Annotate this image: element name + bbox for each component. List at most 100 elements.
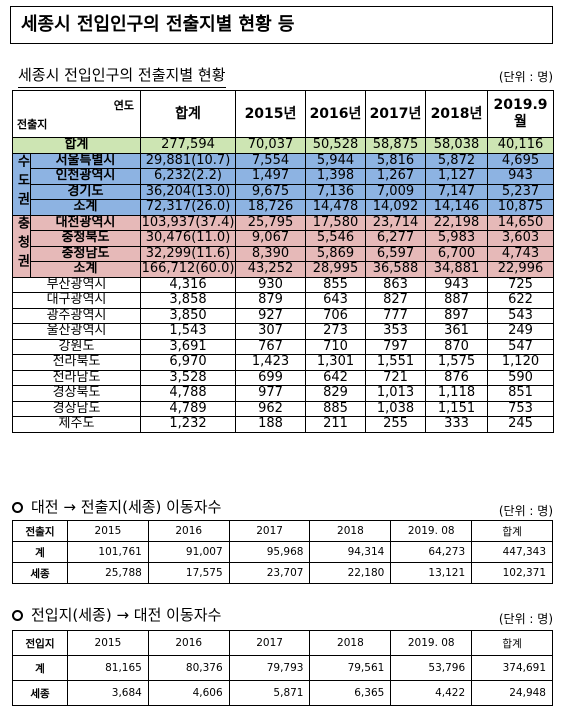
cell: 32,299(11.6) bbox=[140, 245, 236, 262]
cell: 94,314 bbox=[309, 541, 392, 563]
cell: 1,038 bbox=[365, 400, 426, 417]
cell: 1,423 bbox=[235, 354, 306, 371]
cell: 7,554 bbox=[235, 152, 306, 169]
cell: 3,858 bbox=[140, 292, 236, 309]
cell: 1,551 bbox=[365, 354, 426, 371]
cell: 255 bbox=[365, 416, 426, 433]
row-label: 충청남도 bbox=[30, 245, 141, 262]
cell: 706 bbox=[305, 307, 366, 324]
cell: 166,712(60.0) bbox=[140, 261, 236, 278]
row-label: 대전광역시 bbox=[30, 214, 141, 231]
section-heading: 대전 → 전출지(세종) 이동자수 bbox=[12, 496, 221, 517]
region-row: 전라남도 3,528 699 642 721 876 590 bbox=[12, 369, 554, 386]
column-header: 2017년 bbox=[365, 90, 426, 138]
row-label: 인천광역시 bbox=[30, 168, 141, 185]
cell: 374,691 bbox=[471, 655, 553, 681]
cell: 188 bbox=[235, 416, 306, 433]
group-row: 소계 72,317(26.0) 18,726 14,478 14,092 14,146 10… bbox=[12, 199, 554, 216]
cell: 22,180 bbox=[309, 562, 392, 584]
cell: 5,871 bbox=[228, 680, 311, 706]
cell: 333 bbox=[425, 416, 488, 433]
cell: 277,594 bbox=[140, 137, 236, 154]
cell: 23,707 bbox=[228, 562, 311, 584]
cell: 53,796 bbox=[390, 655, 473, 681]
cell: 101,761 bbox=[67, 541, 149, 563]
cell: 8,390 bbox=[235, 245, 306, 262]
heading-text: 대전 → 전출지(세종) 이동자수 bbox=[31, 498, 222, 516]
cell: 전출지 bbox=[12, 520, 68, 542]
region-row: 전라북도 6,970 1,423 1,301 1,551 1,575 1,120 bbox=[12, 354, 554, 371]
cell: 58,038 bbox=[425, 137, 488, 154]
column-header: 2016년 bbox=[305, 90, 366, 138]
row-label: 대구광역시 bbox=[12, 292, 141, 309]
cell: 797 bbox=[365, 338, 426, 355]
cell: 4,606 bbox=[147, 680, 230, 706]
cell: 2015 bbox=[67, 630, 149, 656]
cell: 273 bbox=[305, 323, 366, 340]
cell: 72,317(26.0) bbox=[140, 199, 236, 216]
cell: 103,937(37.4) bbox=[140, 214, 236, 231]
cell: 2018 bbox=[309, 520, 392, 542]
row-label: 충청북도 bbox=[30, 230, 141, 247]
cell: 827 bbox=[365, 292, 426, 309]
cell: 17,575 bbox=[147, 562, 230, 584]
cell: 879 bbox=[235, 292, 306, 309]
cell: 710 bbox=[305, 338, 366, 355]
group-row: 수도권 서울특별시 29,881(10.7) 7,554 5,944 5,816 5,872… bbox=[12, 152, 554, 216]
cell: 943 bbox=[425, 276, 488, 293]
cell: 3,850 bbox=[140, 307, 236, 324]
cell: 885 bbox=[305, 400, 366, 417]
cell: 1,013 bbox=[365, 385, 426, 402]
region-row: 경상남도 4,789 962 885 1,038 1,151 753 bbox=[12, 400, 554, 417]
cell: 세종 bbox=[12, 680, 68, 706]
cell: 962 bbox=[235, 400, 306, 417]
row-label: 합계 bbox=[12, 137, 141, 154]
cell: 887 bbox=[425, 292, 488, 309]
cell: 1,575 bbox=[425, 354, 488, 371]
cell: 계 bbox=[12, 541, 68, 563]
group-row: 충청남도 32,299(11.6) 8,390 5,869 6,597 6,700 4,74… bbox=[12, 245, 554, 262]
cell: 245 bbox=[487, 416, 554, 433]
cell: 2018 bbox=[309, 630, 392, 656]
cell: 79,793 bbox=[228, 655, 311, 681]
row-label: 경상북도 bbox=[12, 385, 141, 402]
cell: 1,151 bbox=[425, 400, 488, 417]
cell: 699 bbox=[235, 369, 306, 386]
cell: 14,092 bbox=[365, 199, 426, 216]
cell: 25,788 bbox=[67, 562, 149, 584]
row-label: 경기도 bbox=[30, 183, 141, 200]
cell: 927 bbox=[235, 307, 306, 324]
cell: 1,120 bbox=[487, 354, 554, 371]
cell: 855 bbox=[305, 276, 366, 293]
cell: 6,597 bbox=[365, 245, 426, 262]
group-row: 충청북도 30,476(11.0) 9,067 5,546 6,277 5,983 3,60… bbox=[12, 230, 554, 247]
region-row: 광주광역시 3,850 927 706 777 897 543 bbox=[12, 307, 554, 324]
daejeon-to-sejong-table: 전출지 2015 2016 2017 2018 2019. 08 합계 계 101,761 91,… bbox=[12, 520, 553, 584]
row-label: 서울특별시 bbox=[30, 152, 141, 169]
region-row: 울산광역시 1,543 307 273 353 361 249 bbox=[12, 323, 554, 340]
cell: 767 bbox=[235, 338, 306, 355]
cell: 4,743 bbox=[487, 245, 554, 262]
cell: 전입지 bbox=[12, 630, 68, 656]
cell: 102,371 bbox=[471, 562, 553, 584]
cell: 977 bbox=[235, 385, 306, 402]
bullet bbox=[12, 502, 23, 513]
cell: 353 bbox=[365, 323, 426, 340]
row-label: 부산광역시 bbox=[12, 276, 141, 293]
column-header: 합계 bbox=[140, 90, 236, 138]
header-row: 전입지 2015 2016 2017 2018 2019. 08 합계 bbox=[12, 630, 553, 656]
cell: 10,875 bbox=[487, 199, 554, 216]
cell: 5,869 bbox=[305, 245, 366, 262]
cell: 14,146 bbox=[425, 199, 488, 216]
cell: 4,695 bbox=[487, 152, 554, 169]
row-label: 경상남도 bbox=[12, 400, 141, 417]
data-row: 계 81,165 80,376 79,793 79,561 53,796 374,691 bbox=[12, 655, 553, 681]
corner-bottom: 전출지 bbox=[17, 118, 48, 131]
cell: 81,165 bbox=[67, 655, 149, 681]
cell: 22,198 bbox=[425, 214, 488, 231]
cell: 777 bbox=[365, 307, 426, 324]
cell: 4,789 bbox=[140, 400, 236, 417]
cell: 9,675 bbox=[235, 183, 306, 200]
migration-table: 연도 전출지 합계 2015년 2016년 2017년 2018년 2019.9월 합계 277,… bbox=[12, 90, 554, 433]
